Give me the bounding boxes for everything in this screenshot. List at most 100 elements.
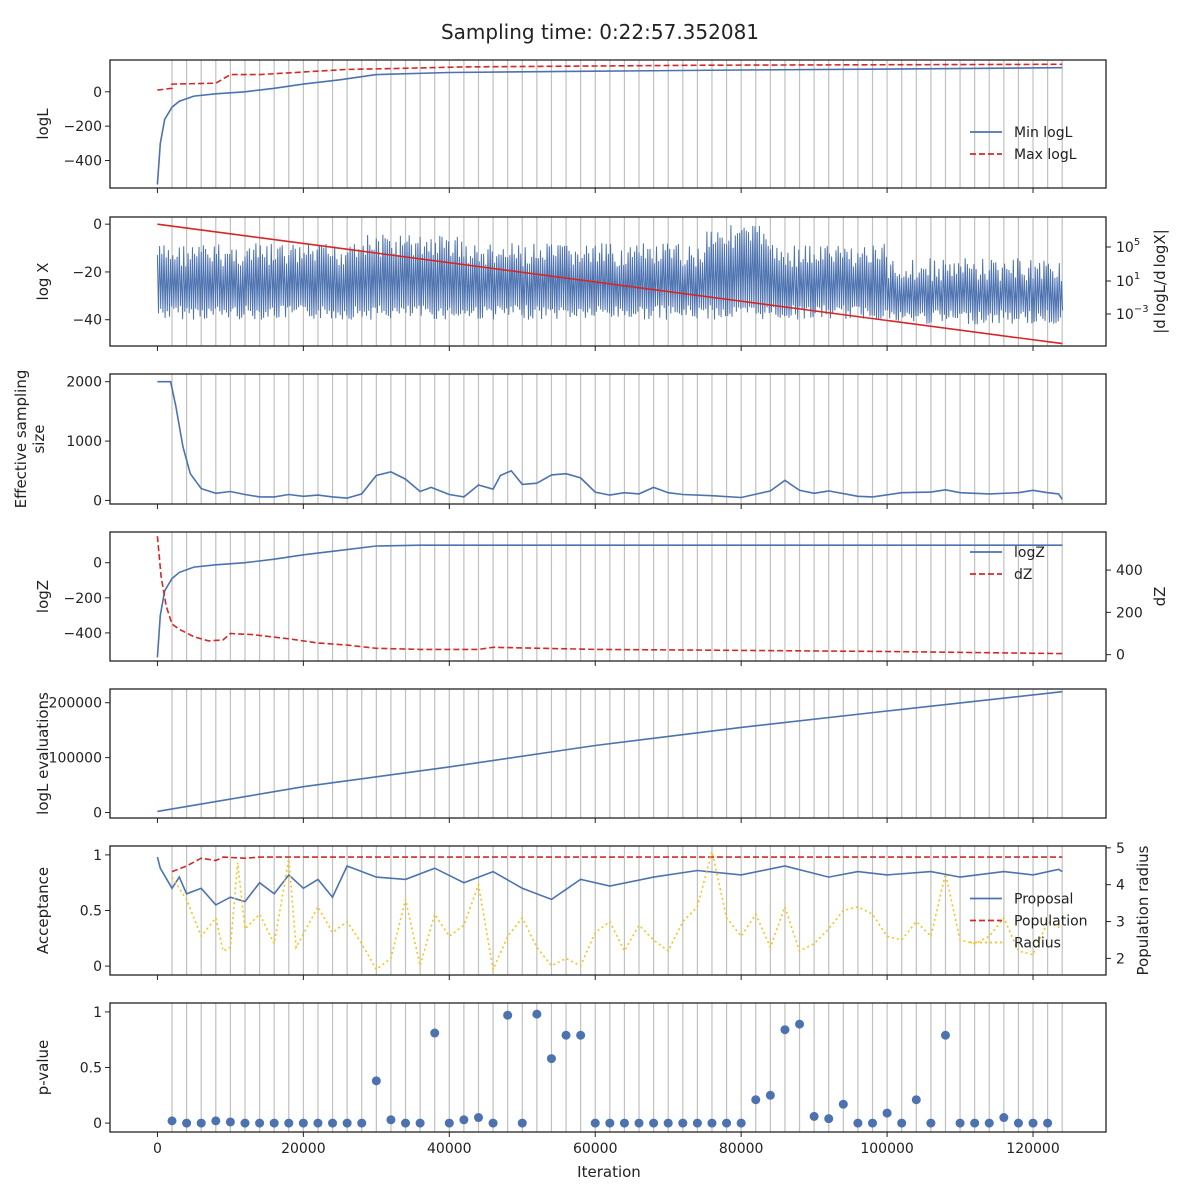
scatter-point [765, 1090, 775, 1100]
y-tick-label: 0 [93, 556, 102, 572]
y-tick-label: 0 [93, 493, 102, 509]
series-0-line [157, 380, 1063, 500]
y2-tick-label: 101 [1116, 271, 1140, 290]
y2-tick-exp: 1 [1134, 271, 1140, 282]
scatter-point [707, 1118, 717, 1128]
y-tick-label: 1 [93, 848, 102, 864]
scatter-point [911, 1095, 921, 1105]
scatter-point [517, 1118, 527, 1128]
y-axis-label: Acceptance [34, 867, 52, 954]
scatter-point [634, 1118, 644, 1128]
series-1-line [156, 536, 1063, 655]
y2-tick-label: 2 [1116, 951, 1125, 967]
scatter-point [313, 1118, 323, 1128]
y-axis-label-line: size [30, 424, 48, 453]
x-tick-label: 60000 [573, 1141, 618, 1157]
legend-label: Population [1014, 914, 1088, 930]
panel-6: 0 0.5 1 p-value 0 20000 40000 60000 80000 100000 1… [34, 1002, 1107, 1157]
scatter-point [1043, 1118, 1053, 1128]
scatter-point [780, 1025, 790, 1035]
suptitle: Sampling time: 0:22:57.352081 [440, 20, 760, 44]
scatter-point [488, 1118, 498, 1128]
y-tick-label: 0 [93, 806, 102, 822]
series-0-line [156, 856, 1063, 906]
axes-frame [109, 531, 1107, 662]
legend-label: logZ [1014, 545, 1045, 561]
series-0-line [156, 66, 1063, 185]
y2-axis-label: dZ [1151, 587, 1169, 607]
scatter-point [255, 1118, 265, 1128]
y2-tick-base: 10 [1116, 240, 1134, 256]
scatter-point [225, 1117, 235, 1127]
legend-label: Min logL [1014, 125, 1073, 141]
scatter-point [838, 1099, 848, 1109]
y-axis-label: Effective samplingsize [12, 370, 48, 509]
scatter-point [970, 1118, 980, 1128]
panel-3: 0 −200 −400 logZ 0 200 400 dZ logZ dZ [34, 531, 1169, 666]
y-axis-label-line: Effective sampling [12, 370, 30, 509]
y-tick-label: 1000 [66, 434, 102, 450]
scatter-point [401, 1118, 411, 1128]
x-tick-label: 80000 [719, 1141, 764, 1157]
y-axis-label: logL evaluations [34, 692, 52, 815]
scatter-point [926, 1118, 936, 1128]
y-tick-label: 0.5 [80, 1061, 102, 1077]
x-axis-label: Iteration [577, 1163, 641, 1181]
scatter-point [590, 1118, 600, 1128]
scatter-point [897, 1118, 907, 1128]
scatter-point [751, 1095, 761, 1105]
legend-label: Proposal [1014, 892, 1073, 908]
y2-tick-label: 0 [1116, 648, 1125, 664]
panel-2: 0 1000 2000 Effective samplingsize [12, 370, 1107, 509]
scatter-point [298, 1118, 308, 1128]
scatter-point [868, 1118, 878, 1128]
series-1-line [171, 856, 1063, 873]
series-0-line [157, 223, 1063, 345]
scatter-point [663, 1118, 673, 1128]
axes-frame [109, 373, 1107, 505]
scatter-point [415, 1118, 425, 1128]
scatter-point [444, 1118, 454, 1128]
scatter-point [532, 1009, 542, 1019]
scatter-point [357, 1118, 367, 1128]
series-0-line [156, 544, 1063, 658]
legend-label: Max logL [1014, 147, 1077, 163]
y2-axis-label: |d logL/d logX| [1151, 229, 1169, 334]
scatter-point [546, 1054, 556, 1064]
y-tick-label: 0 [93, 217, 102, 233]
scatter-point [561, 1030, 571, 1040]
scatter-point [211, 1116, 221, 1126]
y-tick-label: 2000 [66, 375, 102, 391]
scatter-point [240, 1118, 250, 1128]
y-axis-label: logZ [34, 580, 52, 613]
y-axis-label: logL [34, 108, 52, 140]
axes-frame [109, 688, 1107, 819]
scatter-point [182, 1118, 192, 1128]
scatter-point [328, 1118, 338, 1128]
x-tick-label: 40000 [427, 1141, 472, 1157]
y2-tick-base: 10 [1116, 274, 1134, 290]
scatter-point [824, 1114, 834, 1124]
scatter-point [167, 1116, 177, 1126]
scatter-point [605, 1118, 615, 1128]
y2-axis-label: Population radius [1134, 845, 1152, 975]
axes-frame [109, 59, 1107, 189]
y2-tick-label: 200 [1116, 605, 1143, 621]
scatter-point [619, 1118, 629, 1128]
x-tick-label: 20000 [281, 1141, 326, 1157]
series-2-line [171, 851, 1063, 973]
y2-tick-label: 105 [1116, 237, 1140, 256]
legend-label: dZ [1014, 567, 1032, 583]
x-tick-label: 0 [153, 1141, 162, 1157]
y-tick-label: −200 [64, 119, 102, 135]
y-tick-label: 0 [93, 1116, 102, 1132]
y-tick-label: −400 [64, 626, 102, 642]
y-tick-label: 0.5 [80, 904, 102, 920]
scatter-point [882, 1108, 892, 1118]
y-tick-label: −20 [72, 265, 102, 281]
scatter-point [678, 1118, 688, 1128]
y-tick-label: −200 [64, 591, 102, 607]
scatter-point [503, 1010, 513, 1020]
